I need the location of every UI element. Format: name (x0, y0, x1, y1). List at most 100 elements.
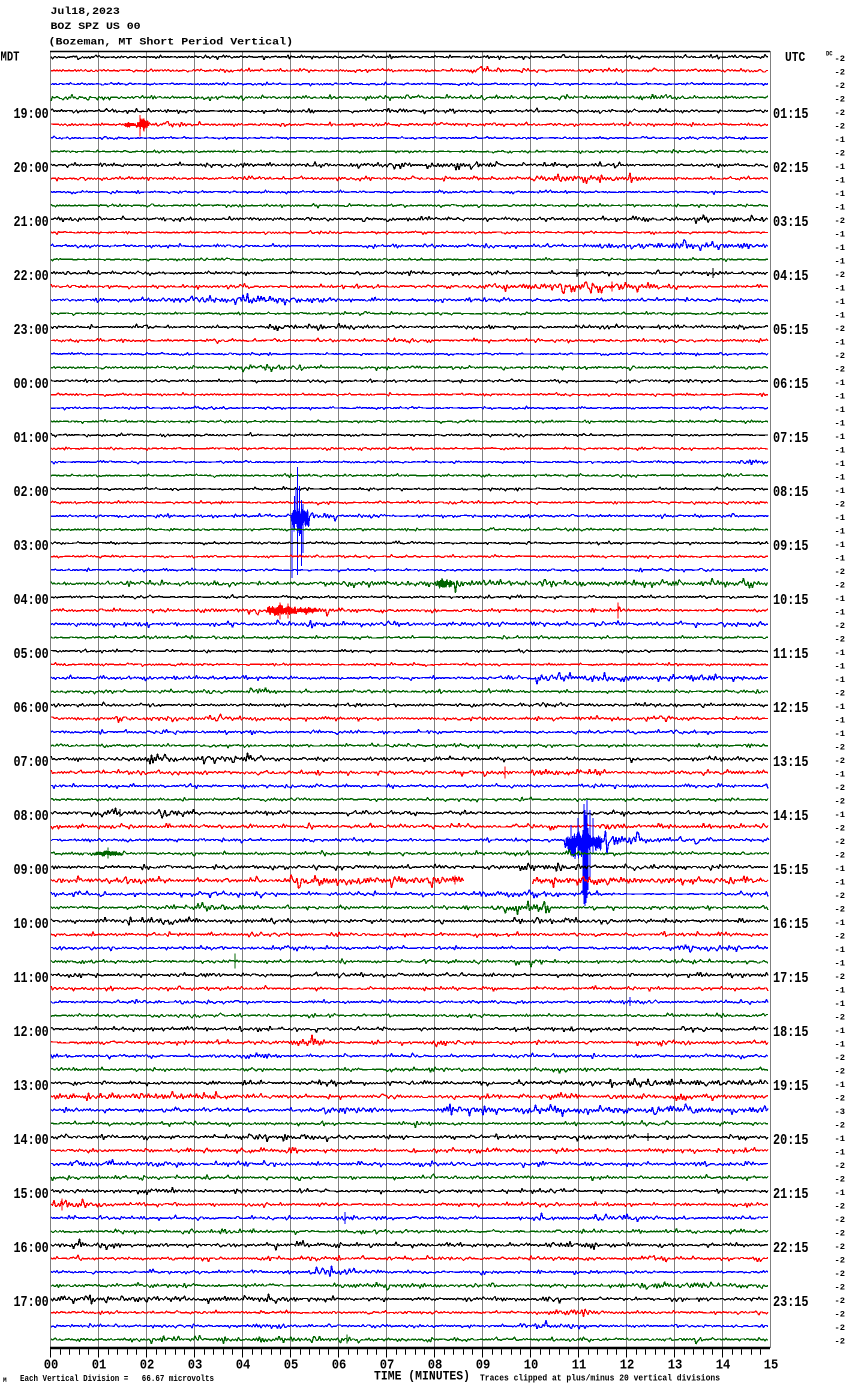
svg-text:09:15: 09:15 (773, 539, 809, 555)
svg-text:-2: -2 (835, 270, 846, 280)
svg-text:-1: -1 (835, 283, 846, 293)
svg-text:-1: -1 (835, 877, 846, 887)
svg-text:02:15: 02:15 (773, 161, 809, 177)
svg-text:-2: -2 (835, 1228, 846, 1238)
svg-text:-1: -1 (835, 162, 846, 172)
svg-text:-1: -1 (835, 256, 846, 266)
svg-text:05: 05 (284, 1358, 299, 1373)
svg-text:13:00: 13:00 (14, 1079, 49, 1095)
svg-text:Each Vertical Division = 66.: Each Vertical Division = 66.67 microvolt… (20, 1374, 214, 1384)
svg-text:04:15: 04:15 (773, 269, 809, 285)
svg-text:-2: -2 (835, 108, 846, 118)
svg-text:-2: -2 (835, 324, 846, 334)
svg-text:18:15: 18:15 (773, 1025, 809, 1041)
svg-text:08:15: 08:15 (773, 485, 809, 501)
svg-text:-2: -2 (835, 499, 846, 509)
svg-text:-1: -1 (835, 1080, 846, 1090)
svg-text:(Bozeman, MT Short Period Vert: (Bozeman, MT Short Period Vertical) (49, 37, 294, 49)
svg-text:-1: -1 (835, 513, 846, 523)
svg-text:-2: -2 (835, 94, 846, 104)
svg-text:-2: -2 (835, 796, 846, 806)
svg-text:-2: -2 (835, 756, 846, 766)
svg-text:-2: -2 (835, 121, 846, 131)
svg-text:-1: -1 (835, 486, 846, 496)
svg-text:01: 01 (92, 1358, 107, 1373)
svg-text:19:15: 19:15 (773, 1079, 809, 1095)
svg-text:10:15: 10:15 (773, 593, 809, 609)
svg-text:-2: -2 (835, 1282, 846, 1292)
svg-text:-1: -1 (835, 175, 846, 185)
svg-text:-1: -1 (835, 1134, 846, 1144)
svg-text:-2: -2 (835, 1296, 846, 1306)
svg-text:-1: -1 (835, 243, 846, 253)
svg-text:-2: -2 (835, 1269, 846, 1279)
svg-text:-3: -3 (835, 1107, 846, 1117)
svg-text:-1: -1 (835, 405, 846, 415)
svg-text:16:00: 16:00 (14, 1241, 49, 1257)
svg-text:-1: -1 (835, 958, 846, 968)
svg-text:MDT: MDT (1, 49, 20, 65)
svg-text:-1: -1 (835, 229, 846, 239)
svg-text:-1: -1 (835, 1026, 846, 1036)
svg-text:13: 13 (668, 1358, 683, 1373)
svg-text:10: 10 (524, 1358, 539, 1373)
svg-text:-2: -2 (835, 850, 846, 860)
svg-text:-2: -2 (835, 621, 846, 631)
svg-text:-2: -2 (835, 1309, 846, 1319)
svg-text:-1: -1 (835, 135, 846, 145)
svg-text:-1: -1 (835, 864, 846, 874)
svg-text:03:00: 03:00 (14, 539, 49, 555)
svg-text:-2: -2 (835, 823, 846, 833)
svg-text:19:00: 19:00 (14, 107, 49, 123)
svg-text:12:15: 12:15 (773, 701, 809, 717)
svg-text:-1: -1 (835, 445, 846, 455)
svg-text:21:15: 21:15 (773, 1187, 809, 1203)
svg-text:23:00: 23:00 (14, 323, 49, 339)
svg-text:-2: -2 (835, 972, 846, 982)
svg-text:-2: -2 (835, 1242, 846, 1252)
svg-text:03:15: 03:15 (773, 215, 809, 231)
svg-text:-1: -1 (835, 310, 846, 320)
svg-text:14:15: 14:15 (773, 809, 809, 825)
svg-text:22:00: 22:00 (14, 269, 49, 285)
svg-text:-1: -1 (835, 526, 846, 536)
svg-text:00: 00 (44, 1358, 59, 1373)
svg-text:-2: -2 (835, 904, 846, 914)
svg-text:-1: -1 (835, 945, 846, 955)
svg-text:-2: -2 (835, 1215, 846, 1225)
svg-text:-2: -2 (835, 1120, 846, 1130)
svg-text:22:15: 22:15 (773, 1241, 809, 1257)
svg-text:-1: -1 (835, 1147, 846, 1157)
svg-text:07:00: 07:00 (14, 755, 49, 771)
svg-text:06:15: 06:15 (773, 377, 809, 393)
svg-text:-2: -2 (835, 1012, 846, 1022)
svg-text:-2: -2 (835, 67, 846, 77)
svg-text:-2: -2 (835, 1066, 846, 1076)
svg-text:05:15: 05:15 (773, 323, 809, 339)
svg-text:-1: -1 (835, 540, 846, 550)
svg-text:04:00: 04:00 (14, 593, 49, 609)
svg-text:-2: -2 (835, 1093, 846, 1103)
svg-text:17:15: 17:15 (773, 971, 809, 987)
svg-text:-2: -2 (835, 688, 846, 698)
svg-text:-2: -2 (835, 634, 846, 644)
svg-text:09:00: 09:00 (14, 863, 49, 879)
svg-text:-1: -1 (835, 202, 846, 212)
svg-text:-2: -2 (835, 931, 846, 941)
svg-text:-1: -1 (835, 675, 846, 685)
svg-text:-1: -1 (835, 769, 846, 779)
svg-text:17:00: 17:00 (14, 1295, 49, 1311)
svg-text:-2: -2 (835, 742, 846, 752)
svg-text:-2: -2 (835, 891, 846, 901)
svg-text:-1: -1 (835, 729, 846, 739)
svg-text:15:15: 15:15 (773, 863, 809, 879)
svg-text:13:15: 13:15 (773, 755, 809, 771)
svg-text:-1: -1 (835, 1039, 846, 1049)
svg-text:11:00: 11:00 (14, 971, 49, 987)
svg-text:02: 02 (140, 1358, 155, 1373)
svg-text:21:00: 21:00 (14, 215, 49, 231)
svg-text:06: 06 (332, 1358, 347, 1373)
svg-text:05:00: 05:00 (14, 647, 49, 663)
svg-text:00:00: 00:00 (14, 377, 49, 393)
svg-text:Jul18,2023: Jul18,2023 (51, 6, 120, 18)
